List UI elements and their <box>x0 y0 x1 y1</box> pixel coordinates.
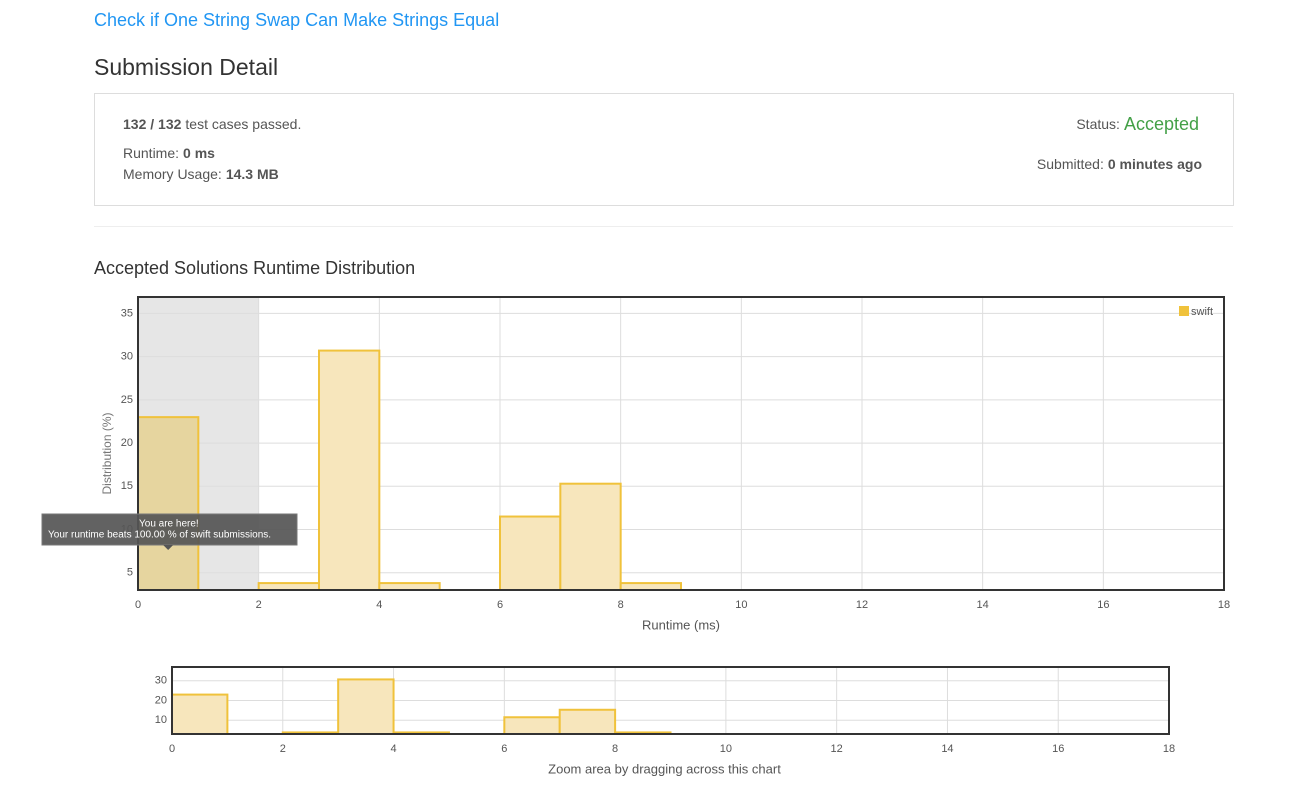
cases-suffix: test cases passed. <box>185 116 301 132</box>
tooltip-box <box>41 513 298 546</box>
cases: 132 / 132 test cases passed. <box>123 116 301 132</box>
bar <box>337 678 395 736</box>
x-tick-label: 14 <box>941 743 953 755</box>
x-tick-label: 6 <box>497 599 503 611</box>
x-axis-label: Runtime (ms) <box>642 617 720 632</box>
section-title: Accepted Solutions Runtime Distribution <box>94 258 415 278</box>
tooltip-text: Your runtime beats 100.00 % of swift sub… <box>48 530 271 541</box>
cases-count: 132 / 132 <box>123 116 182 132</box>
plot-frame <box>137 296 1225 591</box>
x-tick-label: 18 <box>1163 743 1175 755</box>
status-label: Status: <box>1076 116 1120 132</box>
x-tick-label: 12 <box>856 599 868 611</box>
y-tick-label: 10 <box>155 714 167 726</box>
bar <box>558 708 617 736</box>
detail-box <box>94 93 1234 206</box>
x-tick-label: 16 <box>1097 599 1109 611</box>
x-tick-label: 0 <box>169 743 175 755</box>
memory-label: Memory Usage: <box>123 166 222 182</box>
bar <box>257 582 320 592</box>
y-tick-label: 35 <box>121 307 133 319</box>
y-tick-label: 25 <box>121 394 133 406</box>
x-tick-label: 10 <box>735 599 747 611</box>
memory: Memory Usage: 14.3 MB <box>123 166 279 182</box>
y-tick-label: 15 <box>121 480 133 492</box>
caption: Zoom area by dragging across this chart <box>548 761 781 776</box>
status-value: Accepted <box>1124 114 1199 134</box>
runtime: Runtime: 0 ms <box>123 145 215 161</box>
x-tick-label: 8 <box>618 599 624 611</box>
bar <box>171 693 229 736</box>
y-tick-label: 20 <box>121 437 133 449</box>
bar <box>499 515 562 592</box>
submitted: Submitted: 0 minutes ago <box>1037 156 1202 172</box>
legend-label: swift <box>1191 306 1213 318</box>
x-tick-label: 2 <box>280 743 286 755</box>
y-tick-label: 5 <box>127 567 133 579</box>
bar <box>503 716 561 735</box>
x-tick-label: 12 <box>831 743 843 755</box>
x-tick-label: 10 <box>720 743 732 755</box>
x-tick-label: 6 <box>501 743 507 755</box>
plot-frame <box>171 666 1170 735</box>
problem-link[interactable]: Check if One String Swap Can Make String… <box>94 10 499 30</box>
x-tick-label: 0 <box>135 599 141 611</box>
runtime-label: Runtime: <box>123 145 179 161</box>
bar <box>619 582 683 592</box>
tooltip-arrow <box>163 545 174 550</box>
x-tick-label: 18 <box>1218 599 1230 611</box>
y-tick-label: 30 <box>121 351 133 363</box>
status: Status: Accepted <box>1076 114 1199 134</box>
submitted-value: 0 minutes ago <box>1108 156 1202 172</box>
runtime-value: 0 ms <box>183 145 215 161</box>
bar <box>378 582 441 592</box>
bar <box>137 416 200 591</box>
memory-value: 14.3 MB <box>226 166 279 182</box>
x-tick-label: 4 <box>376 599 382 611</box>
submitted-label: Submitted: <box>1037 156 1104 172</box>
bar <box>318 349 381 591</box>
x-tick-label: 4 <box>390 743 396 755</box>
tooltip-title: You are here! <box>139 519 199 530</box>
x-tick-label: 2 <box>256 599 262 611</box>
heading: Submission Detail <box>94 54 278 80</box>
legend-swatch <box>1179 306 1189 316</box>
x-tick-label: 8 <box>612 743 618 755</box>
y-tick-label: 20 <box>155 694 167 706</box>
y-tick-label: 30 <box>155 675 167 687</box>
x-tick-label: 14 <box>977 599 989 611</box>
y-axis-label: Distribution (%) <box>100 412 114 494</box>
x-tick-label: 16 <box>1052 743 1064 755</box>
bar <box>559 482 622 592</box>
